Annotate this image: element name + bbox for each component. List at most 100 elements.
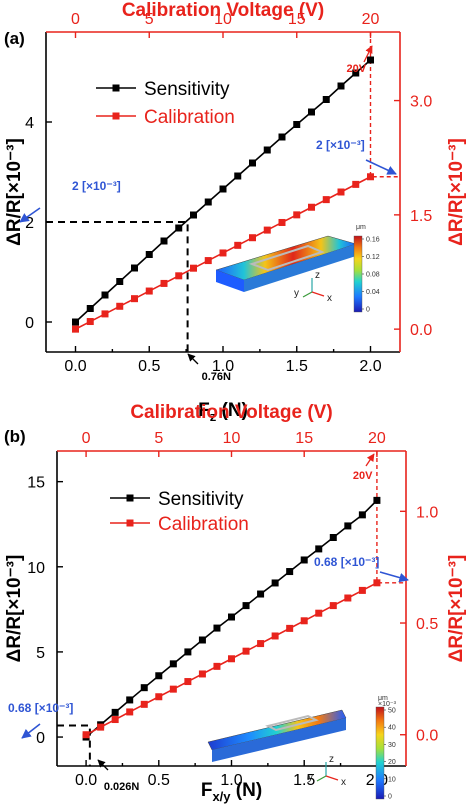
triad-z-label: z (315, 270, 320, 281)
y-tick-label: 0 (25, 315, 34, 332)
data-point-calibration (204, 257, 212, 265)
data-point-sensitivity (278, 133, 286, 141)
annotation-right-value: 0.68 [×10⁻³] (314, 555, 379, 569)
triad-y-label: y (308, 772, 313, 783)
annotation-force-value: 0.026N (104, 781, 140, 793)
data-point-sensitivity (175, 224, 183, 232)
triad-y-axis (316, 775, 327, 782)
legend-marker-calibration (126, 519, 134, 527)
colorbar-tick-label: 30 (388, 742, 396, 749)
y-tick-label: 15 (27, 475, 45, 492)
legend-marker-sensitivity (112, 84, 120, 92)
data-point-sensitivity (352, 69, 360, 77)
data-point-sensitivity (160, 237, 168, 245)
y-tick-label: 10 (27, 560, 45, 577)
colorbar-tick-label: 10 (388, 776, 396, 783)
data-point-calibration (308, 203, 315, 211)
data-point-calibration (101, 310, 109, 318)
data-point-calibration (352, 180, 360, 188)
data-point-sensitivity (234, 172, 242, 180)
right-axis-title: ΔR/R[×10⁻³] (446, 555, 467, 663)
x-axis-title-main: F (198, 400, 210, 421)
data-point-calibration (367, 173, 374, 181)
reference-dashed-line-red (376, 451, 406, 584)
top-tick-label: 5 (145, 11, 154, 28)
data-point-calibration (293, 211, 301, 219)
data-point-sensitivity (131, 264, 138, 272)
colorbar-tick-label: 50 (388, 708, 396, 715)
annotation-voltage-value: 20V (347, 63, 367, 75)
data-point-calibration (111, 716, 119, 724)
data-point-calibration (175, 272, 183, 280)
data-point-sensitivity (213, 624, 221, 632)
triad-x-axis (311, 291, 325, 297)
colorbar-tick-label: 0.04 (366, 289, 380, 296)
data-point-calibration (257, 640, 265, 648)
triad-z-label: z (329, 754, 334, 765)
data-point-sensitivity (367, 56, 374, 64)
x-axis-title: Fx/y (N) (201, 780, 262, 804)
colorbar-tick-label: 0.12 (366, 254, 380, 261)
data-point-sensitivity (228, 613, 235, 621)
triad-y-axis (302, 291, 313, 298)
data-point-calibration (145, 287, 153, 295)
x-tick-label: 0.0 (64, 358, 86, 375)
top-tick-label: 15 (288, 11, 306, 28)
data-point-calibration (228, 655, 235, 663)
annotation-right-arrow (379, 571, 409, 583)
triad-y-label: y (294, 288, 299, 299)
legend-marker-calibration (112, 112, 120, 120)
data-point-sensitivity (140, 684, 148, 692)
data-point-calibration (219, 249, 227, 257)
top-tick-label: 15 (295, 430, 313, 447)
data-point-calibration (126, 708, 134, 716)
right-tick-label: 1.0 (416, 504, 438, 521)
data-point-sensitivity (145, 251, 153, 258)
data-point-sensitivity (204, 198, 212, 206)
data-point-sensitivity (242, 602, 250, 610)
fem-beam-front (244, 244, 356, 292)
data-point-sensitivity (308, 108, 315, 116)
triad-x-label: x (341, 777, 346, 788)
top-tick-label: 20 (368, 430, 386, 447)
chart-panel-a: (a) 0.0 0.5 1.0 1.5 2.0 0 2 4 0 5 10 15 20 0.0 1.5 3.0 Ca… (4, 0, 467, 424)
legend-marker-sensitivity (126, 494, 134, 502)
data-point-calibration (271, 632, 279, 640)
data-point-sensitivity (263, 146, 271, 154)
data-point-calibration (249, 234, 256, 242)
data-point-sensitivity (300, 556, 308, 564)
data-point-sensitivity (322, 96, 330, 103)
data-point-sensitivity (116, 278, 124, 285)
data-point-sensitivity (190, 211, 197, 219)
data-point-calibration (131, 295, 138, 303)
data-point-calibration (97, 723, 105, 731)
colorbar-unit: μm (378, 695, 388, 702)
colorbar-tick-label: 0.16 (366, 237, 380, 244)
x-axis-title: Fz (N) (198, 400, 248, 424)
y-tick-label: 4 (25, 115, 34, 132)
annotation-right-arrow (365, 159, 397, 175)
data-point-calibration (198, 670, 206, 678)
colorbar-tick-label: 0 (388, 794, 392, 801)
right-tick-label: 3.0 (410, 94, 432, 111)
data-point-calibration (315, 609, 323, 617)
x-axis-title-unit: (N) (231, 780, 263, 801)
data-point-sensitivity (315, 545, 323, 553)
x-tick-label: 0.5 (138, 358, 160, 375)
colorbar-tick-label: 20 (388, 759, 396, 766)
top-tick-label: 0 (71, 11, 80, 28)
chart-panel-b: (b)0.00.51.01.52.0051015051015200.00.51.… (4, 402, 467, 804)
data-point-sensitivity (86, 305, 94, 312)
data-point-calibration (82, 731, 90, 739)
panel-label: (b) (4, 427, 26, 446)
data-point-sensitivity (358, 511, 366, 519)
legend-label-calibration: Calibration (144, 107, 235, 128)
top-tick-label: 20 (362, 11, 380, 28)
colorbar-tick-label: 0 (366, 307, 370, 314)
fem-beam-side (216, 270, 244, 292)
data-point-calibration (213, 662, 221, 670)
y-axis-title: ΔR/R[×10⁻³] (4, 138, 25, 246)
x-tick-label: 0.0 (75, 772, 97, 789)
top-tick-label: 0 (82, 430, 91, 447)
